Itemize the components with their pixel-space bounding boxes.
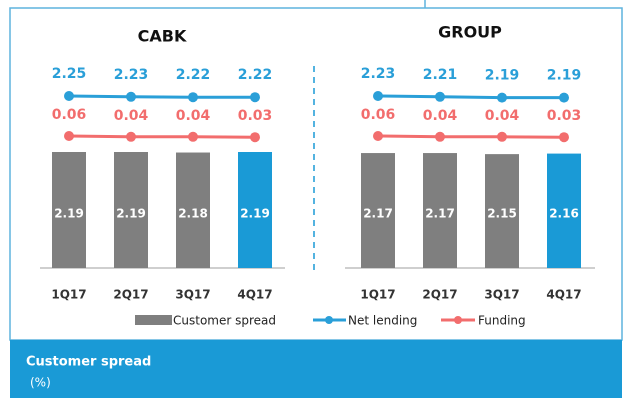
x-tick-label: 3Q17	[484, 288, 519, 302]
data-label: 2.22	[238, 67, 273, 83]
bar	[361, 153, 395, 268]
x-tick-label: 2Q17	[422, 288, 457, 302]
marker	[64, 91, 74, 101]
line	[377, 94, 564, 100]
x-tick-label: 3Q17	[175, 288, 210, 302]
marker	[188, 92, 198, 103]
data-label: 0.03	[238, 108, 273, 124]
marker	[435, 91, 445, 102]
data-label: 2.19	[485, 68, 520, 84]
marker	[250, 132, 260, 143]
data-label: 2.23	[114, 67, 149, 83]
data-label: 2.17	[425, 207, 455, 221]
x-tick-label: 1Q17	[360, 288, 395, 302]
line	[68, 134, 256, 139]
data-label: 2.19	[547, 68, 582, 84]
bar	[176, 152, 210, 268]
data-label: 0.04	[114, 108, 149, 124]
data-label: 2.19	[116, 207, 146, 221]
marker	[497, 92, 507, 103]
legend-label: Funding	[478, 314, 526, 328]
data-label: 2.16	[549, 207, 579, 221]
x-tick-label: 1Q17	[51, 288, 86, 302]
marker	[435, 131, 445, 142]
data-label: 2.18	[178, 207, 208, 221]
data-label: 2.23	[361, 66, 396, 82]
bar	[547, 153, 581, 268]
data-label: 2.25	[52, 66, 87, 82]
x-tick-label: 4Q17	[237, 288, 272, 302]
banner-subtitle: (%)	[30, 376, 51, 390]
marker	[497, 131, 507, 142]
data-label: 2.21	[423, 67, 458, 83]
data-label: 2.15	[487, 207, 517, 221]
data-label: 2.19	[240, 207, 270, 221]
banner-title: Customer spread	[26, 355, 151, 370]
bar	[485, 154, 519, 268]
bar	[238, 152, 272, 268]
legend-swatch	[325, 316, 333, 324]
chart-title: CABK	[138, 27, 187, 46]
data-label: 0.04	[423, 108, 458, 124]
data-label: 0.06	[361, 107, 396, 123]
data-label: 0.04	[485, 108, 520, 124]
data-label: 0.03	[547, 108, 582, 124]
chart-title: GROUP	[438, 23, 502, 42]
frame	[9, 0, 623, 341]
line	[377, 134, 565, 139]
marker	[126, 131, 136, 142]
bar	[423, 153, 457, 268]
marker	[559, 92, 569, 103]
legend-swatch	[135, 315, 172, 325]
marker	[373, 131, 383, 141]
x-tick-label: 4Q17	[546, 288, 581, 302]
line	[68, 94, 255, 99]
data-label: 0.06	[52, 107, 87, 123]
marker	[64, 131, 74, 141]
legend-label: Customer spread	[173, 314, 276, 328]
marker	[559, 132, 569, 143]
x-tick-label: 2Q17	[113, 288, 148, 302]
data-label: 2.19	[54, 207, 84, 221]
data-label: 0.04	[176, 108, 211, 124]
data-label: 2.22	[176, 67, 211, 83]
banner	[10, 340, 622, 398]
marker	[126, 91, 136, 102]
marker	[373, 91, 383, 101]
bar	[52, 152, 86, 268]
legend-swatch	[454, 316, 462, 324]
data-label: 2.17	[363, 207, 393, 221]
legend-label: Net lending	[348, 314, 417, 328]
bar	[114, 152, 148, 268]
marker	[188, 131, 198, 142]
marker	[250, 92, 260, 103]
